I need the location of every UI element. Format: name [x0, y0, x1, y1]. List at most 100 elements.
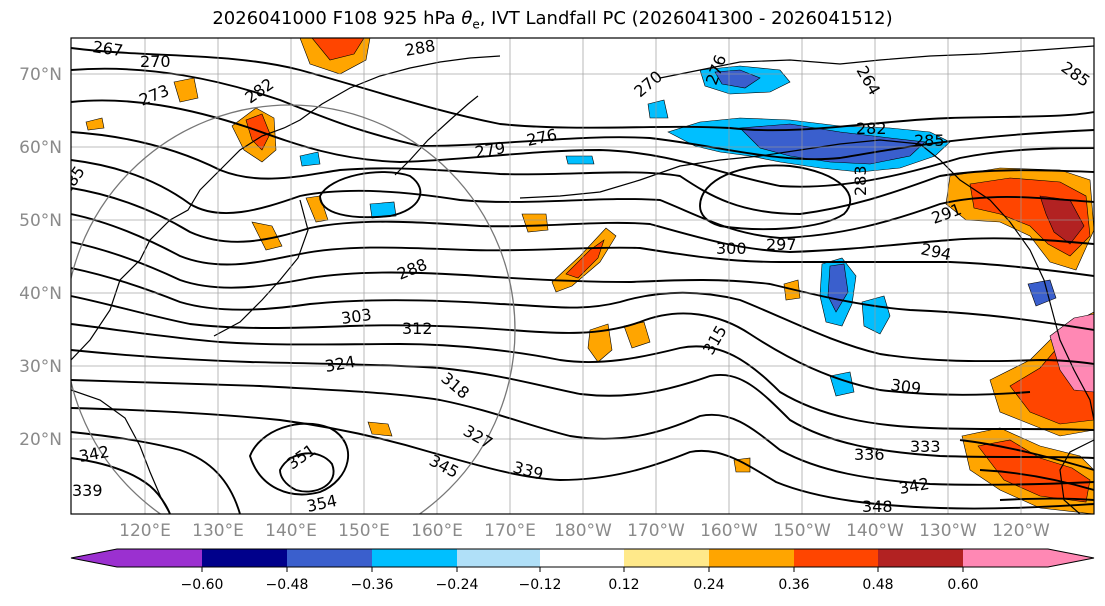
colorbar-segment: [457, 549, 540, 567]
colorbar-outline: [70, 548, 1095, 568]
contour-label: 300: [716, 239, 747, 258]
contour-line: [319, 171, 422, 219]
asia-coast: [71, 55, 501, 361]
colorbar-segment: [372, 549, 457, 567]
contour-label: 267: [91, 37, 124, 60]
lon-label: 130°E: [192, 521, 244, 541]
colorbar-tick-label: 0.60: [947, 577, 978, 593]
anomaly-small-14: [85, 117, 105, 131]
lon-label: 130°W: [919, 521, 977, 541]
anomaly-pacific-streak-core: [565, 239, 605, 279]
lat-label: 50°N: [19, 211, 62, 231]
contour-label: 282: [856, 119, 887, 138]
lon-label: 140°W: [846, 521, 904, 541]
lon-label: 120°E: [119, 521, 171, 541]
anomaly-bering-core: [714, 69, 761, 89]
contour-label: 339: [72, 481, 103, 500]
contour-line: [999, 497, 1094, 501]
graticule: [71, 38, 1094, 514]
anomaly-small-11: [299, 151, 321, 167]
contour-line: [71, 323, 1094, 431]
contour-line: [71, 159, 1094, 239]
contour-label: 297: [766, 235, 797, 254]
range-ring: [71, 104, 516, 514]
colorbar-tick-label: 0.24: [693, 577, 724, 593]
contour-label: 288: [403, 36, 436, 60]
alaska-coast: [659, 45, 1094, 79]
lon-label: 140°E: [265, 521, 317, 541]
anomaly-small-13: [565, 155, 595, 165]
lat-label: 40°N: [19, 284, 62, 304]
lon-label: 120°W: [992, 521, 1050, 541]
contour-line: [248, 422, 349, 496]
theta-e-contours: [71, 47, 1094, 514]
contour-label: 312: [402, 319, 433, 338]
anomaly-okhotsk-red: [245, 113, 271, 151]
lon-label: 160°W: [700, 521, 758, 541]
contour-line: [71, 241, 1094, 331]
contour-line: [71, 457, 171, 514]
contour-line: [279, 452, 335, 493]
map-frame: [70, 37, 1095, 515]
colorbar-tick-label: 0.36: [778, 577, 809, 593]
anomaly-small-10: [369, 201, 397, 219]
colorbar-segment: [794, 549, 878, 567]
map-panel: 267 270 273 282 270 276 279 276 285 264 …: [70, 36, 1095, 516]
lon-label: 150°E: [338, 521, 390, 541]
contour-label: 270: [140, 52, 171, 71]
contour-line: [71, 47, 1094, 132]
colorbar-segment: [202, 549, 287, 567]
lat-label: 30°N: [19, 357, 62, 377]
colorbar-tick-label: 0.48: [862, 577, 893, 593]
colorbar-segment: [540, 549, 624, 567]
contour-label: 336: [854, 445, 885, 464]
contour-labels: 267 270 273 282 270 276 279 276 285 264 …: [71, 36, 1094, 516]
contour-label: 283: [851, 165, 870, 196]
contour-line: [71, 267, 1094, 365]
anomaly-small-1: [587, 323, 613, 363]
lat-label: 60°N: [19, 138, 62, 158]
contour-label: 354: [305, 491, 339, 516]
anomaly-ca-pink: [1049, 313, 1094, 393]
contour-label: 303: [340, 305, 373, 328]
anomaly-small-12: [647, 99, 669, 119]
lat-label: 70°N: [19, 65, 62, 85]
colorbar-tick-label: 0.12: [608, 577, 639, 593]
colorbar: −0.60 −0.48 −0.36 −0.24 −0.12 0.12 0.24 …: [70, 548, 1095, 593]
contour-line: [71, 213, 1094, 277]
lon-label: 170°E: [484, 521, 536, 541]
contour-label: 333: [910, 437, 941, 456]
na-west-coast: [1009, 221, 1094, 421]
longitude-labels: 120°E 130°E 140°E 150°E 160°E 170°E 180°…: [119, 521, 1050, 541]
colorbar-tick-label: −0.36: [351, 577, 394, 593]
colorbar-segment: [878, 549, 963, 567]
colorbar-segment: [709, 549, 794, 567]
colorbar-tick-label: −0.60: [181, 577, 224, 593]
colorbar-tick-label: −0.48: [266, 577, 309, 593]
coastlines: [71, 45, 1094, 514]
anomaly-siberia-red: [311, 38, 365, 61]
contour-line: [699, 164, 851, 231]
contour-line: [71, 67, 1094, 161]
lat-label: 20°N: [19, 430, 62, 450]
contour-line: [71, 295, 1031, 396]
contour-line: [71, 187, 1094, 253]
contour-line: [71, 349, 1094, 459]
lon-label: 160°E: [411, 521, 463, 541]
japan-coast: [213, 199, 309, 337]
contour-line: [71, 407, 1094, 510]
colorbar-segment: [71, 549, 202, 567]
colorbar-segment: [624, 549, 709, 567]
anomaly-small-9: [733, 457, 751, 473]
contour-line: [71, 99, 1094, 188]
colorbar-tick-label: −0.24: [436, 577, 479, 593]
colorbar-segment: [963, 549, 1094, 567]
contour-label: 348: [862, 497, 893, 516]
contour-label: 309: [889, 375, 922, 398]
contour-line: [979, 469, 1094, 491]
latitude-labels: 70°N 60°N 50°N 40°N 30°N 20°N: [19, 65, 62, 450]
lon-label: 170°W: [627, 521, 685, 541]
contour-line: [959, 439, 1094, 471]
contour-line: [71, 131, 1094, 215]
